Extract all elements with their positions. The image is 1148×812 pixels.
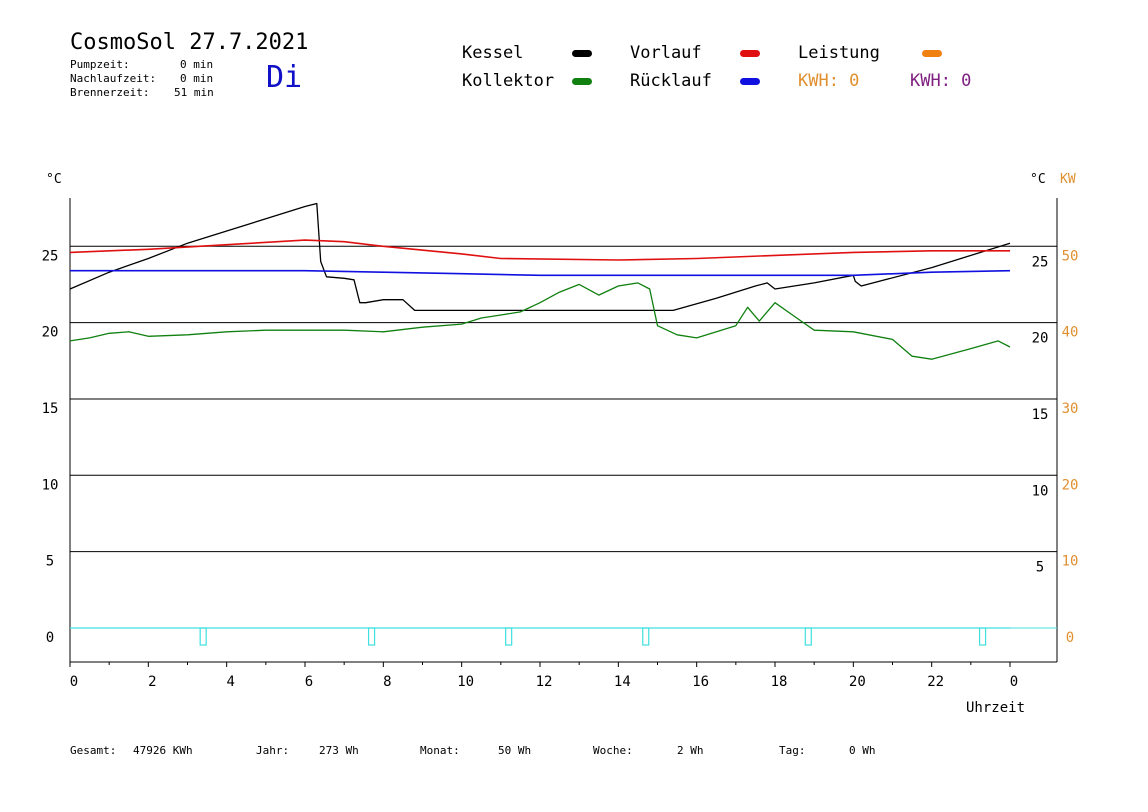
x-tick-label: 14 (614, 674, 631, 690)
y-right-tick-label: 15 (1032, 407, 1049, 423)
y-kw-tick-label: 50 (1062, 248, 1079, 264)
kwh-value-orange: KWH: 0 (798, 71, 860, 91)
stat-label-tag: Tag: (779, 744, 806, 757)
stat-label-jahr: Jahr: (256, 744, 290, 757)
legend-label-leistung: Leistung (798, 43, 880, 63)
y-right-tick-label: 10 (1032, 483, 1049, 499)
x-tick-label: 0 (1010, 674, 1018, 690)
left-axis-unit: °C (46, 172, 62, 187)
y-kw-tick-label: 20 (1062, 477, 1079, 493)
leistung-marker-4 (804, 627, 812, 646)
stat-label-monat: Monat: (420, 744, 460, 757)
y-kw-tick-label: 10 (1062, 554, 1079, 570)
stat-value-monat: 50 Wh (498, 744, 532, 757)
leistung-marker-3 (642, 627, 650, 646)
leistung-marker-2 (505, 627, 513, 646)
leistung-marker-1 (367, 627, 376, 646)
weekday-label: Di (266, 60, 303, 95)
series-line-1 (69, 239, 1010, 261)
y-left-tick-label: 15 (42, 401, 59, 417)
y-kw-tick-label: 40 (1062, 325, 1079, 341)
x-tick-label: 18 (771, 674, 788, 690)
series-line-0 (69, 202, 1011, 312)
x-tick-label: 20 (849, 674, 866, 690)
legend-label-vorlauf: Vorlauf (630, 43, 702, 63)
legend-label-ruecklauf: Rücklauf (630, 71, 712, 91)
page-title: CosmoSol 27.7.2021 (70, 30, 309, 55)
legend-swatch-kollektor (572, 78, 592, 85)
info-label-pumpzeit: Pumpzeit: (70, 58, 130, 71)
x-tick-label: 8 (383, 674, 391, 690)
stat-label-gesamt: Gesamt: (70, 744, 117, 757)
legend-label-kessel: Kessel (462, 43, 524, 63)
y-right-tick-label: 5 (1036, 560, 1044, 576)
y-kw-tick-label: 30 (1062, 401, 1079, 417)
x-tick-label: 22 (927, 674, 944, 690)
x-tick-label: 4 (226, 674, 234, 690)
x-tick-label: 6 (305, 674, 313, 690)
x-tick-label: 0 (70, 674, 78, 690)
right2-axis-unit: KW (1060, 172, 1076, 187)
stat-value-jahr: 273 Wh (319, 744, 359, 757)
x-tick-label: 10 (457, 674, 474, 690)
y-right-tick-label: 25 (1032, 254, 1049, 270)
y-left-tick-label: 20 (42, 325, 59, 341)
x-tick-label: 2 (148, 674, 156, 690)
stat-value-woche: 2 Wh (677, 744, 704, 757)
stat-label-woche: Woche: (593, 744, 633, 757)
y-right-tick-label: 20 (1032, 331, 1049, 347)
info-value-nachlaufzeit: 0 min (180, 72, 214, 85)
legend-label-kollektor: Kollektor (462, 71, 555, 91)
right-axis-unit: °C (1030, 172, 1046, 187)
chart-series (69, 202, 1011, 629)
legend-swatch-vorlauf (740, 50, 760, 57)
info-value-brennerzeit: 51 min (174, 86, 214, 99)
leistung-marker-5 (978, 627, 987, 646)
y-left-tick-label: 10 (42, 477, 59, 493)
leistung-markers (199, 627, 987, 646)
x-tick-label: 12 (536, 674, 553, 690)
y-left-tick-label: 0 (46, 630, 54, 646)
legend-swatch-ruecklauf (740, 78, 760, 85)
x-tick-label: 16 (692, 674, 709, 690)
x-axis-label: Uhrzeit (966, 700, 1026, 716)
legend-swatch-leistung (922, 50, 942, 57)
info-label-nachlaufzeit: Nachlaufzeit: (70, 72, 157, 85)
series-line-3 (69, 282, 1011, 360)
chart-grid (69, 198, 1058, 663)
series-line-2 (70, 269, 1011, 277)
leistung-marker-0 (199, 627, 207, 646)
chart-ticks: 0 2 4 6 8 10 12 14 16 18 20 22 0 0 5 10 15 20 25 5 10 15 20 25 0… (42, 248, 1079, 690)
y-kw-tick-label: 0 (1066, 630, 1074, 646)
info-label-brennerzeit: Brennerzeit: (70, 86, 150, 99)
y-left-tick-label: 5 (46, 554, 54, 570)
stat-value-tag: 0 Wh (849, 744, 876, 757)
y-left-tick-label: 25 (42, 248, 59, 264)
kwh-value-purple: KWH: 0 (910, 71, 972, 91)
legend-swatch-kessel (572, 50, 592, 57)
stat-value-gesamt: 47926 KWh (133, 744, 193, 757)
info-value-pumpzeit: 0 min (180, 58, 214, 71)
